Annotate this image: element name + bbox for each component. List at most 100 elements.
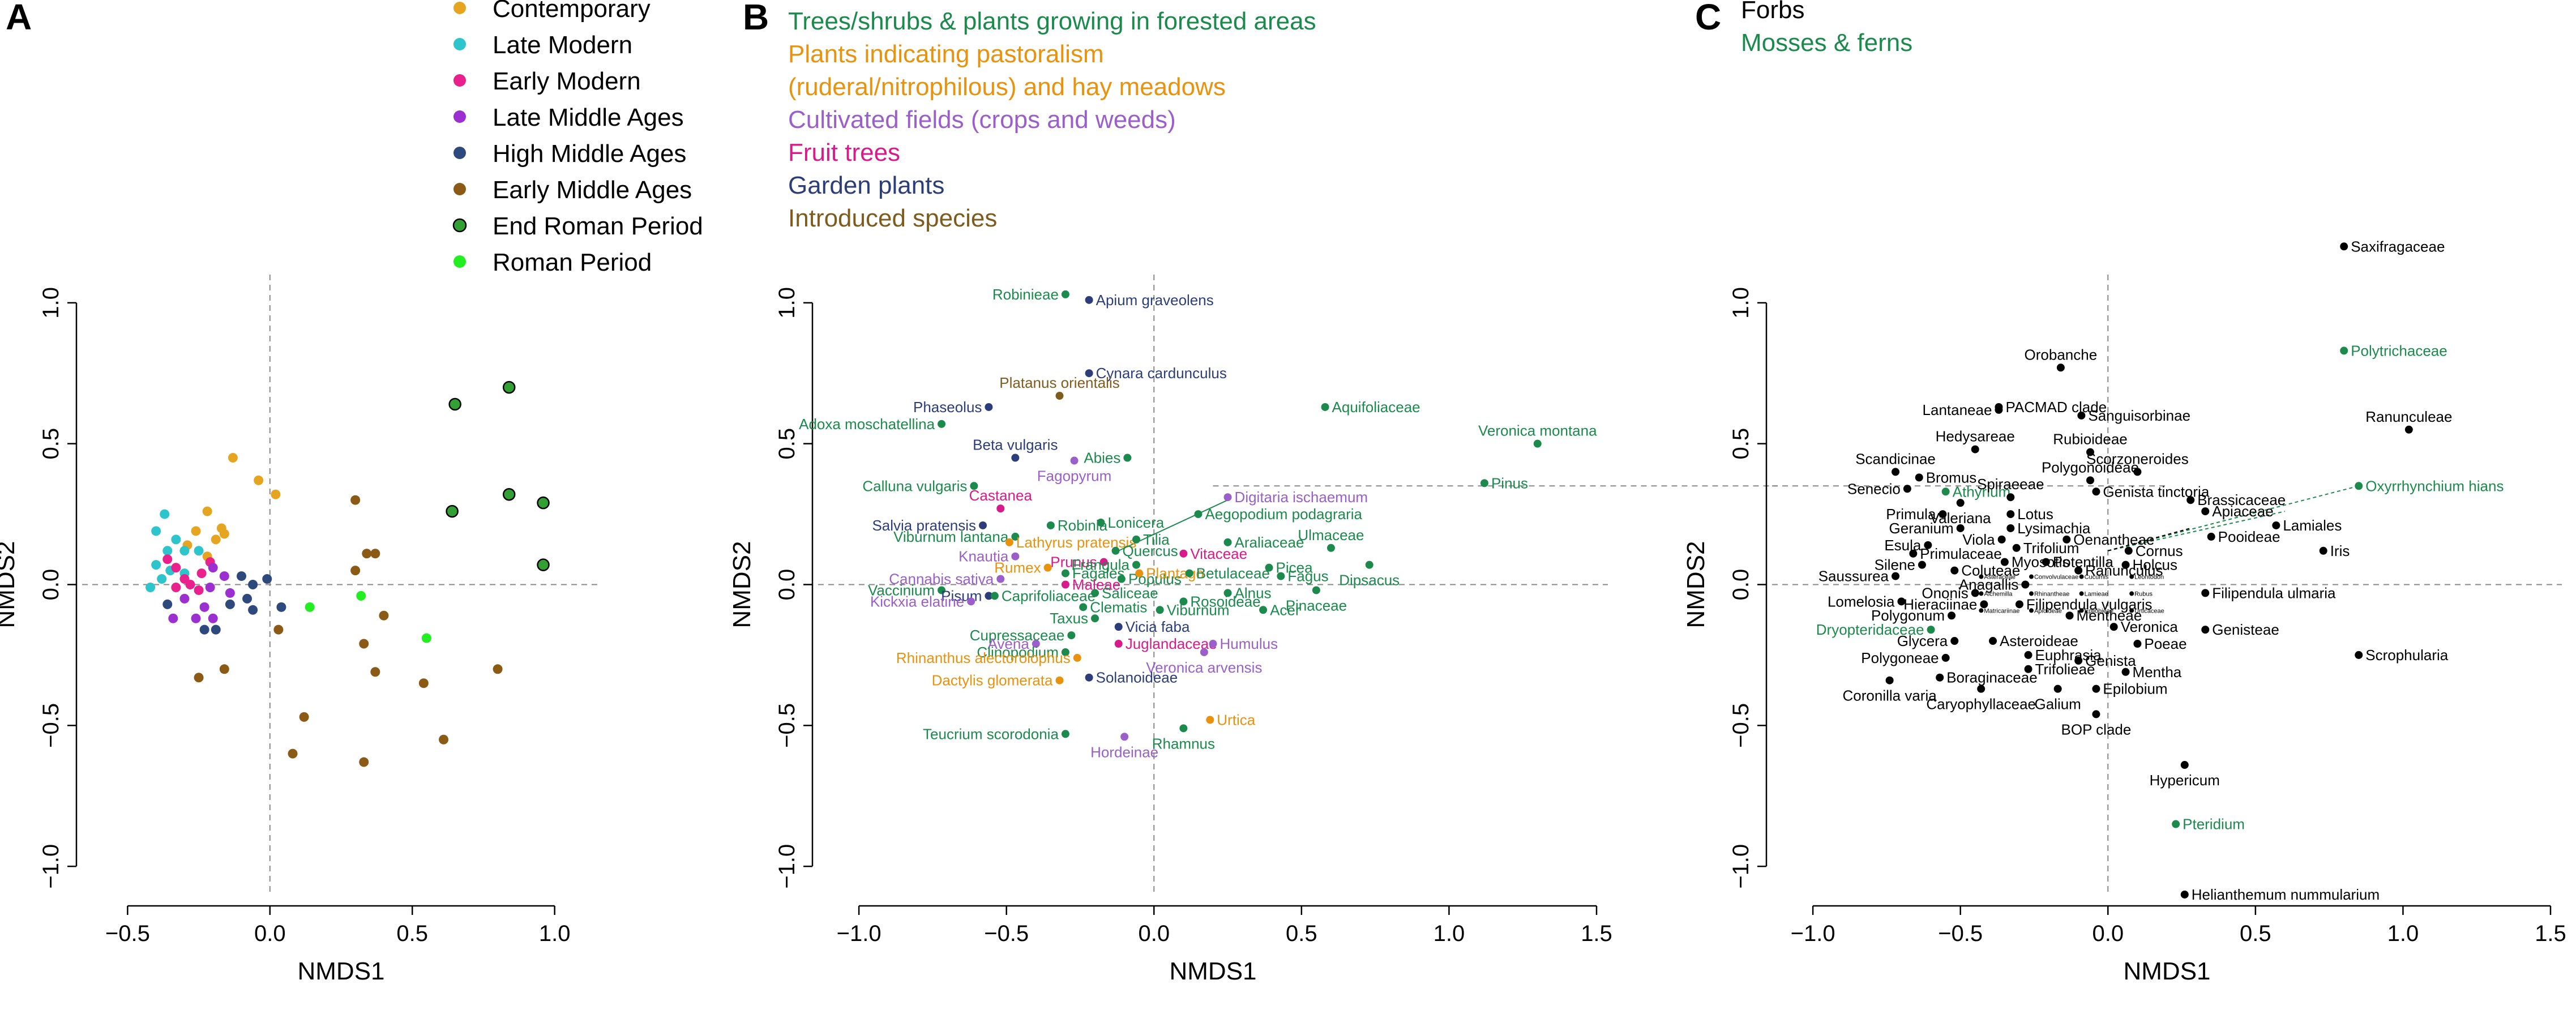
data-point [1061, 648, 1069, 656]
point-label: Lantaneae [1923, 401, 1992, 418]
point-label: Pooideae [2218, 528, 2280, 545]
panel-a: A −0.5 0.0 0.5 1.0 −1.0 −0.5 0.0 0.5 1.0 NMDS1 NMD… [0, 0, 703, 985]
data-point [2124, 546, 2133, 555]
x-tick-label: −0.5 [1938, 921, 1983, 946]
point-label: Oxyrrhynchium hians [2365, 477, 2504, 494]
data-point [379, 610, 389, 621]
legend-marker [453, 74, 466, 87]
data-point [2006, 524, 2015, 532]
data-point [199, 624, 209, 635]
panel-letter-a: A [6, 0, 32, 37]
point-label: Genista [2085, 652, 2136, 669]
data-point [1997, 535, 2006, 544]
data-point [2077, 411, 2086, 420]
data-point [2079, 574, 2084, 579]
y-tick-label: −1.0 [1728, 844, 1753, 889]
point-label: Dactylis glomerata [932, 672, 1053, 689]
data-point [1995, 405, 2003, 414]
legend-marker [453, 2, 466, 14]
data-point [418, 678, 429, 688]
panel-letter-c: C [1695, 0, 1721, 37]
data-point [1011, 454, 1020, 462]
point-label: Avena [988, 635, 1030, 652]
x-tick-label: 1.0 [1434, 921, 1465, 946]
point-label: Salvia pratensis [872, 517, 976, 534]
point-label: Epilobium [2103, 681, 2167, 698]
data-point [1055, 676, 1064, 685]
data-point [2006, 493, 2015, 502]
point-label: Apium graveolens [1096, 292, 1214, 309]
data-point [1091, 614, 1099, 623]
x-axis-title: NMDS1 [297, 957, 384, 985]
y-axis-title: NMDS2 [0, 541, 20, 628]
data-point [1085, 673, 1093, 682]
data-point [151, 526, 161, 536]
data-point [1989, 637, 1997, 645]
data-point [1979, 591, 1984, 596]
y-tick-label: 0.0 [1728, 569, 1753, 601]
y-tick-label: 1.0 [1728, 287, 1753, 319]
data-point [1892, 572, 1900, 580]
data-point [1979, 608, 1984, 613]
data-point [225, 588, 235, 598]
legend-label: High Middle Ages [493, 140, 686, 168]
data-point [938, 586, 946, 594]
data-point [276, 602, 286, 612]
legend-label: (ruderal/nitrophilous) and hay meadows [788, 73, 1226, 101]
small-point-label: Rubus [2134, 591, 2153, 597]
point-label: Pteridium [2183, 816, 2245, 833]
data-point [146, 582, 156, 592]
data-point [1277, 572, 1285, 580]
data-point [2079, 608, 2084, 613]
data-point [194, 673, 204, 683]
data-point [362, 549, 372, 559]
small-point-label: Asteraceae [1984, 574, 2016, 581]
data-point [2000, 558, 2009, 566]
data-point [502, 487, 516, 501]
x-tick-label: −0.5 [984, 921, 1029, 946]
point-label: Vitaceae [1190, 545, 1247, 562]
point-label: Lomelosia [1828, 593, 1895, 610]
data-point [1977, 685, 1986, 693]
data-point [1903, 485, 1911, 493]
point-label: Rubioideae [2053, 431, 2128, 448]
point-label: Asteroideae [2000, 632, 2078, 649]
point-label: Ranunculeae [2365, 408, 2452, 425]
point-label: Clinopodium [977, 644, 1059, 661]
data-point [350, 495, 361, 505]
data-point [1948, 611, 1956, 620]
data-point [537, 496, 550, 510]
y-tick-label: −0.5 [774, 703, 799, 748]
y-tick-label: 0.5 [38, 428, 63, 460]
data-point [1939, 510, 1947, 519]
point-label: PACMAD clade [2005, 399, 2107, 416]
point-label: Veronica arvensis [1146, 659, 1262, 676]
point-label: Digitaria ischaemum [1235, 489, 1368, 506]
data-point [2079, 591, 2084, 596]
legend-marker [453, 38, 466, 50]
point-label: Robinieae [992, 286, 1059, 303]
point-label: Saussurea [1818, 568, 1889, 585]
data-point [1321, 403, 1329, 411]
point-label: BOP clade [2061, 721, 2132, 738]
data-point [1924, 541, 1932, 549]
point-label: Rumex [994, 559, 1041, 576]
data-point [1979, 574, 1984, 579]
legend-label: Early Middle Ages [493, 176, 692, 204]
data-point [2015, 600, 2023, 609]
point-label: Sanguisorbinae [2088, 407, 2190, 424]
legend-label: Late Modern [493, 31, 632, 59]
legend-marker [452, 218, 467, 233]
data-point [1123, 454, 1132, 462]
data-point [1011, 532, 1020, 541]
data-point [1971, 589, 1979, 597]
point-label: Glycera [1897, 632, 1948, 649]
y-axis-title: NMDS2 [1682, 541, 1710, 628]
point-label: Ulmaceae [1298, 527, 1364, 544]
data-point [288, 748, 298, 759]
x-tick-label: 0.5 [2240, 921, 2271, 946]
data-point [2024, 665, 2032, 673]
point-label: Filipendula ulmaria [2212, 584, 2336, 601]
panel-letter-b: B [743, 0, 769, 37]
data-point [1185, 569, 1193, 577]
